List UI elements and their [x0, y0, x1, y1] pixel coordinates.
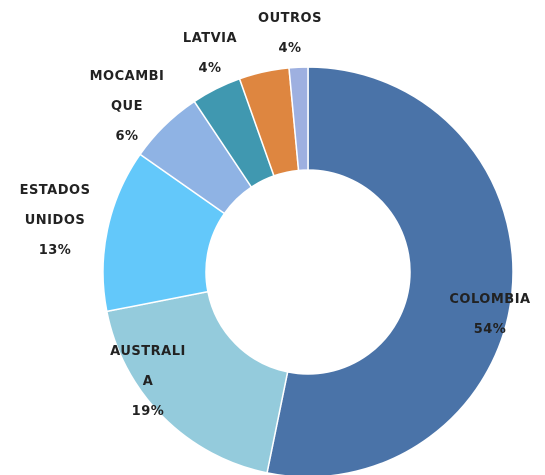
- category-label: LATVIA: [182, 31, 238, 46]
- value-label: 13%: [38, 243, 72, 258]
- donut-slice: [105, 290, 289, 474]
- slice-label: AUSTRALI A 19%: [110, 337, 186, 427]
- category-label: ESTADOS UNIDOS: [19, 183, 91, 228]
- value-label: 4%: [278, 41, 302, 56]
- category-label: AUSTRALI A: [110, 344, 186, 389]
- slice-label: COLOMBIA 54%: [449, 285, 530, 345]
- slice-label: LATVIA 4%: [183, 24, 237, 84]
- value-label: 6%: [115, 129, 139, 144]
- donut-slice: [288, 66, 309, 172]
- category-label: COLOMBIA: [449, 292, 531, 307]
- slice-label: ESTADOS UNIDOS 13%: [20, 176, 91, 266]
- value-label: 4%: [198, 61, 222, 76]
- donut-slice: [266, 66, 514, 475]
- category-label: MOCAMBI QUE: [89, 69, 165, 114]
- category-label: OUTROS: [258, 11, 322, 26]
- slice-label: OUTROS 4%: [258, 4, 322, 64]
- slice-label: MOCAMBI QUE 6%: [90, 62, 165, 152]
- value-label: 54%: [473, 322, 507, 337]
- value-label: 19%: [131, 404, 165, 419]
